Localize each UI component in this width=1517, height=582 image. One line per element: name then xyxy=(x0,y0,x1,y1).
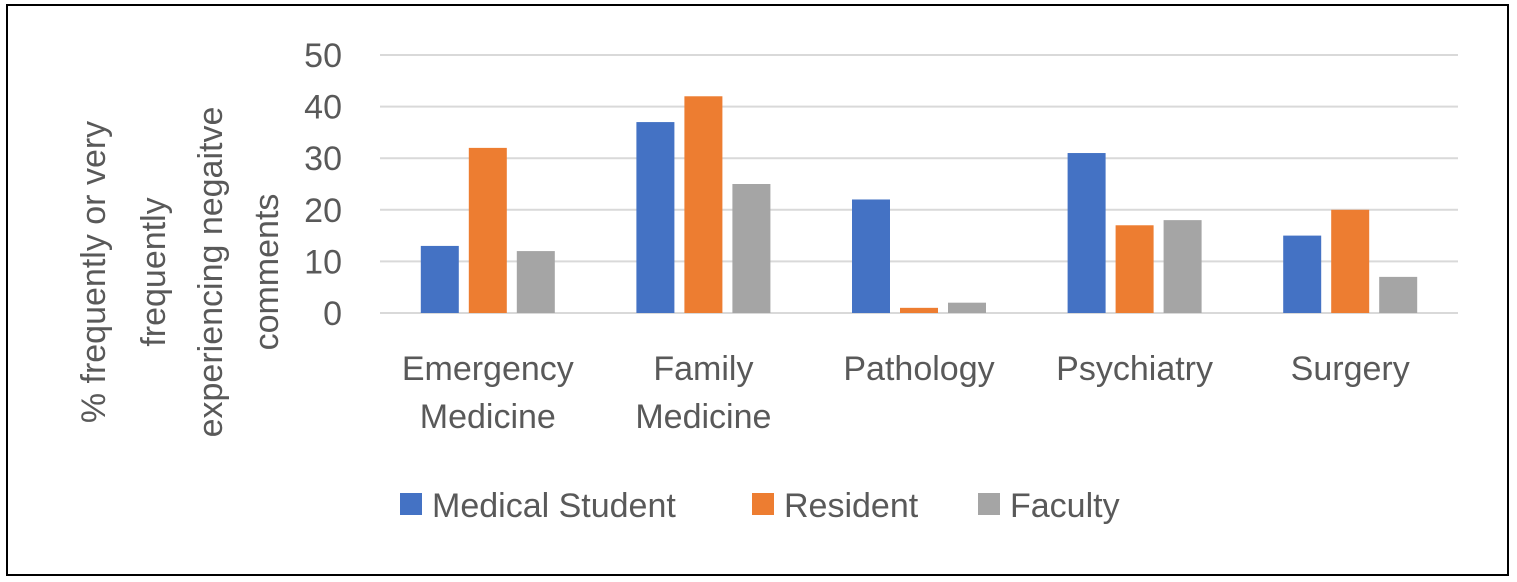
bar-resident xyxy=(684,96,723,313)
y-axis-title-line: comments xyxy=(248,194,286,351)
x-category-label: Emergency xyxy=(402,350,574,388)
bar-faculty xyxy=(732,184,771,313)
bar-faculty xyxy=(1379,276,1418,313)
x-category-label: Psychiatry xyxy=(1056,350,1213,388)
bar-medical-student xyxy=(420,245,459,313)
y-tick-label: 30 xyxy=(304,140,342,178)
bar-faculty xyxy=(948,302,986,313)
y-tick-label: 10 xyxy=(304,243,342,281)
bar-medical-student xyxy=(636,122,675,313)
bar-medical-student xyxy=(852,199,890,313)
y-axis-ticks: 0 10 20 30 40 50 xyxy=(304,37,342,333)
bar-faculty xyxy=(1163,220,1202,313)
legend-label: Faculty xyxy=(1010,487,1120,525)
y-axis-label: % frequently or very frequently experienci… xyxy=(75,107,286,438)
x-category-label: Pathology xyxy=(843,350,994,388)
x-category-label: Medicine xyxy=(635,398,771,436)
gridlines xyxy=(380,54,1458,314)
y-tick-label: 0 xyxy=(323,295,342,333)
legend-swatch xyxy=(978,493,1000,515)
legend-swatch xyxy=(400,493,422,515)
bar-resident xyxy=(1331,209,1370,313)
x-axis-categories: Emergency Medicine Family Medicine Pathology… xyxy=(402,350,1410,436)
bars xyxy=(420,96,1418,313)
bar-medical-student xyxy=(1283,235,1322,313)
legend: Medical Student Resident Faculty xyxy=(400,487,1120,525)
y-tick-label: 40 xyxy=(304,89,342,127)
legend-swatch xyxy=(752,493,774,515)
y-axis-title-line: % frequently or very xyxy=(75,121,113,423)
bar-resident xyxy=(900,307,938,313)
y-axis-title-line: frequently xyxy=(135,197,173,346)
y-tick-label: 20 xyxy=(304,192,342,230)
bar-faculty xyxy=(516,251,555,313)
x-category-label: Medicine xyxy=(420,398,556,436)
legend-label: Resident xyxy=(784,487,919,525)
bar-medical-student xyxy=(1067,153,1106,313)
legend-label: Medical Student xyxy=(432,487,676,525)
x-category-label: Family xyxy=(653,350,753,388)
x-category-label: Surgery xyxy=(1291,350,1410,388)
bar-resident xyxy=(468,147,507,313)
bar-resident xyxy=(1115,225,1154,313)
y-tick-label: 50 xyxy=(304,37,342,75)
y-axis-title-line: experiencing negaitve xyxy=(192,107,230,438)
